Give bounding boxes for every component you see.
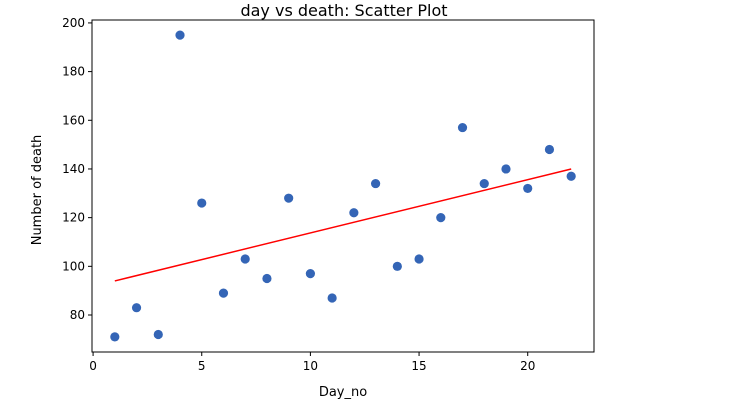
y-tick-label: 120	[62, 211, 85, 225]
data-point	[153, 329, 163, 340]
plot-area-frame	[91, 19, 595, 353]
x-tick-label: 20	[520, 359, 535, 373]
data-point	[262, 273, 272, 284]
x-axis-label: Day_no	[319, 385, 367, 400]
x-tick-label: 5	[198, 359, 206, 373]
y-tick-label: 180	[62, 65, 85, 79]
data-point	[392, 261, 402, 271]
chart-title: day vs death: Scatter Plot	[240, 1, 447, 20]
data-point	[370, 178, 381, 189]
data-point	[501, 164, 511, 174]
y-tick-label: 100	[62, 259, 85, 273]
data-point	[131, 303, 142, 313]
data-point	[523, 183, 533, 194]
y-axis: 80 100 120 140 160 180 200	[62, 16, 92, 322]
data-point	[197, 198, 207, 208]
y-axis-label: Number of death	[30, 135, 45, 246]
y-tick-label: 200	[62, 16, 85, 30]
trendline-layer	[114, 168, 572, 282]
trendline	[114, 168, 572, 282]
data-point	[327, 293, 337, 303]
data-point	[479, 178, 489, 189]
data-point	[414, 254, 424, 264]
data-point	[457, 122, 468, 133]
data-point	[544, 144, 555, 155]
x-tick-label: 0	[89, 359, 97, 373]
data-point	[110, 332, 120, 342]
data-point	[566, 171, 576, 181]
x-tick-label: 10	[303, 359, 318, 373]
x-axis: 0 5 10 15 20	[89, 352, 535, 373]
x-tick-label: 15	[411, 359, 426, 373]
data-point	[305, 269, 316, 279]
data-point	[218, 288, 229, 298]
data-point	[436, 213, 446, 223]
y-tick-label: 80	[70, 308, 85, 322]
scatter-points	[110, 30, 576, 342]
data-point	[175, 30, 185, 40]
y-tick-label: 160	[62, 113, 85, 127]
data-point	[284, 193, 294, 203]
data-point	[240, 254, 250, 264]
data-point	[349, 208, 359, 218]
y-tick-label: 140	[62, 162, 85, 176]
